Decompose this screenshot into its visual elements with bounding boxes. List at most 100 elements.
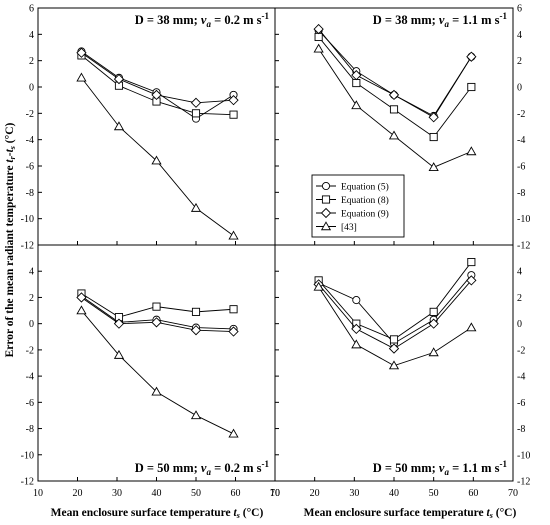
series-line-triangle: [81, 310, 234, 435]
x-tick-label: 20: [310, 488, 320, 499]
x-tick-label: 50: [429, 488, 439, 499]
panel-title: D = 50 mm; va = 1.1 m s-1: [373, 459, 508, 477]
data-point-circle: [352, 296, 361, 305]
x-tick-label: 40: [152, 488, 162, 499]
series-line-square: [81, 55, 234, 116]
y-tick-label: 6: [29, 4, 34, 15]
x-axis-label-right: Mean enclosure surface temperature ts (°…: [304, 507, 517, 520]
data-point-diamond: [151, 89, 162, 101]
data-point-diamond: [190, 97, 202, 108]
data-point-square: [314, 32, 323, 42]
series-line-circle: [318, 274, 472, 344]
legend-marker-triangle: [320, 221, 332, 231]
y-tick-label: -8: [26, 424, 34, 435]
y-tick-label: -2: [517, 345, 525, 356]
data-point-diamond: [151, 317, 162, 328]
y-tick-label: -10: [517, 214, 530, 225]
legend: Equation (5) Equation (8) Equation (9) [43]: [311, 174, 405, 238]
data-point-triangle: [151, 386, 162, 396]
data-point-triangle: [351, 339, 362, 349]
data-point-triangle: [313, 43, 324, 53]
y-tick-label: -12: [517, 241, 530, 252]
data-point-diamond: [388, 343, 400, 354]
series-line-square: [318, 261, 472, 340]
data-point-triangle: [151, 155, 162, 165]
y-tick-label: 2: [29, 56, 34, 67]
y-tick-label: -2: [517, 109, 525, 120]
data-point-square: [229, 110, 238, 119]
data-point-triangle: [428, 347, 439, 357]
y-tick-label: 2: [29, 293, 34, 304]
y-tick-label: -4: [517, 135, 525, 146]
x-tick-label: 40: [389, 488, 399, 499]
x-tick-label: 10: [33, 488, 43, 499]
x-tick-label: 70: [270, 488, 280, 499]
panel-title: D = 38 mm; va = 1.1 m s-1: [373, 11, 508, 29]
data-point-triangle: [228, 230, 239, 240]
data-point-triangle: [228, 428, 239, 438]
y-tick-label: 0: [29, 83, 34, 94]
series-line-square: [318, 36, 472, 138]
legend-marker-square: [321, 195, 331, 204]
series-line-circle: [81, 51, 234, 120]
x-tick-label: 30: [349, 488, 359, 499]
series-line-triangle: [318, 286, 472, 367]
data-point-diamond: [466, 275, 477, 286]
y-tick-label: -8: [26, 188, 34, 199]
data-point-diamond: [113, 318, 125, 329]
data-point-square: [467, 257, 476, 267]
data-point-diamond: [313, 23, 324, 35]
y-tick-label: 4: [517, 267, 522, 278]
data-point-triangle: [190, 202, 202, 212]
y-tick-label: -4: [517, 372, 525, 383]
legend-marker-circle: [321, 181, 331, 191]
data-point-square: [429, 307, 438, 316]
series-line-diamond: [318, 28, 472, 118]
y-tick-label: 0: [29, 319, 34, 330]
data-point-triangle: [113, 121, 125, 131]
data-point-square: [467, 82, 476, 92]
y-tick-label: 4: [29, 267, 34, 278]
x-tick-label: 20: [73, 488, 83, 499]
data-point-triangle: [466, 146, 477, 156]
data-point-diamond: [466, 51, 477, 62]
data-point-diamond: [190, 325, 202, 336]
data-point-square: [229, 305, 238, 314]
y-tick-label: 4: [517, 30, 522, 41]
data-point-triangle: [190, 410, 202, 420]
data-point-square: [152, 302, 161, 311]
legend-marker-diamond: [320, 207, 332, 219]
y-tick-label: -8: [517, 188, 525, 199]
y-tick-label: -6: [517, 162, 525, 173]
legend-label: Equation (5): [341, 181, 389, 192]
y-tick-label: 4: [29, 30, 34, 41]
panel-frame: [37, 244, 276, 482]
panel-top-right: -12 -10 -8 -6 -4 -2 0 2 4 6 D = 38 mm; va = 1.1 m …: [274, 4, 530, 252]
data-point-triangle: [428, 162, 439, 172]
data-point-square: [389, 335, 399, 344]
y-tick-label: -6: [517, 398, 525, 409]
data-point-triangle: [313, 281, 324, 291]
y-tick-label: -12: [21, 477, 34, 488]
y-tick-label: -12: [517, 477, 530, 488]
x-tick-label: 60: [468, 488, 478, 499]
y-tick-label: -8: [517, 424, 525, 435]
y-tick-label: -4: [26, 372, 34, 383]
panel-top-left: -12 -10 -8 -6 -4 -2 0 2 4 6 D = 38 mm; va = 0.2 m …: [21, 4, 276, 252]
data-point-diamond: [228, 95, 239, 106]
data-point-triangle: [76, 72, 87, 82]
x-tick-label: 50: [191, 488, 201, 499]
y-tick-label: -2: [26, 345, 34, 356]
y-tick-label: -10: [21, 450, 34, 461]
y-tick-label: 0: [517, 83, 522, 94]
data-point-diamond: [76, 47, 87, 58]
y-tick-label: 6: [517, 4, 522, 15]
panel-title: D = 38 mm; va = 0.2 m s-1: [135, 11, 270, 29]
data-point-triangle: [388, 130, 400, 140]
y-axis-label: Error of the mean radiant temperature tr…: [4, 122, 17, 357]
y-tick-label: -6: [26, 398, 34, 409]
data-point-triangle: [76, 305, 87, 315]
data-point-square: [352, 78, 361, 88]
data-point-triangle: [351, 100, 362, 110]
y-tick-label: -4: [26, 135, 34, 146]
